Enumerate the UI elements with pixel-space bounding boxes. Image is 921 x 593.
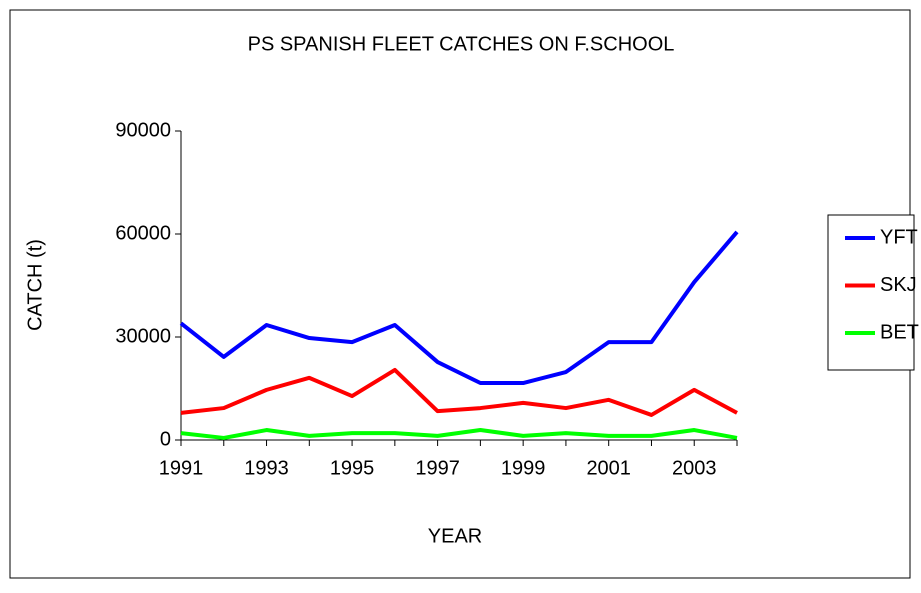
x-tick-label: 1999 [501, 457, 546, 479]
chart-title: PS SPANISH FLEET CATCHES ON F.SCHOOL [248, 33, 675, 55]
series-line [179, 230, 739, 386]
legend-label: SKJ [880, 274, 917, 296]
x-tick-label: 2001 [586, 457, 631, 479]
y-tick-label: 60000 [115, 222, 171, 244]
legend-box [827, 214, 915, 371]
chart-border [9, 9, 911, 579]
legend-label: YFT [880, 226, 918, 248]
x-tick-label: 1997 [415, 457, 460, 479]
x-tick-label: 2003 [672, 457, 717, 479]
y-tick-label: 90000 [115, 119, 171, 141]
series-line [180, 428, 738, 440]
x-tick-label: 1995 [330, 457, 375, 479]
x-tick-label: 1993 [244, 457, 289, 479]
y-tick-label: 0 [160, 428, 171, 450]
y-tick-label: 30000 [115, 325, 171, 347]
legend-label: BET [880, 321, 919, 343]
y-axis-label: CATCH (t) [24, 239, 46, 331]
series-line [180, 367, 738, 417]
x-tick-label: 1991 [159, 457, 204, 479]
x-axis-label: YEAR [428, 525, 482, 547]
